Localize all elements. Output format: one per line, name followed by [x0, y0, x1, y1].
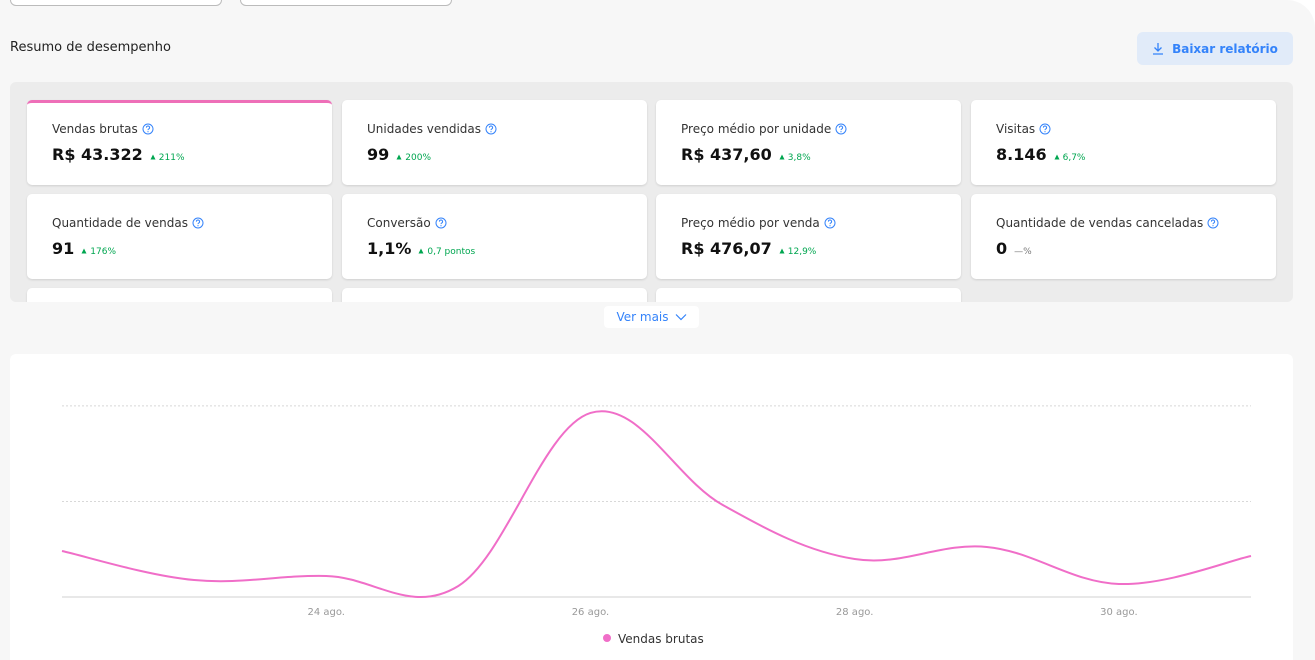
metric-value-row: 99 200%	[367, 145, 431, 164]
metric-card: Quantidade de vendas canceladas 0 —%	[971, 194, 1276, 279]
metric-delta: 211%	[150, 153, 185, 163]
series-line	[61, 410, 1252, 598]
x-tick-label: 28 ago.	[836, 607, 874, 618]
up-arrow	[396, 154, 402, 160]
metric-card: Unidades vendidas 99 200%	[342, 100, 647, 185]
metric-value-row: R$ 476,07 12,9%	[681, 239, 816, 258]
metric-delta: 3,8%	[779, 153, 811, 163]
metric-delta: 176%	[81, 247, 116, 257]
metric-label-row: Preço médio por venda	[681, 216, 836, 230]
metric-delta: 200%	[396, 153, 431, 163]
metric-label-row: Unidades vendidas	[367, 122, 497, 136]
metric-value-row: 91 176%	[52, 239, 116, 258]
help-icon[interactable]	[192, 217, 204, 229]
metric-label: Unidades vendidas	[367, 122, 482, 136]
up-arrow	[418, 248, 424, 254]
up-arrow	[779, 248, 785, 254]
button-label: Baixar relatório	[1172, 41, 1278, 56]
metric-label: Preço médio por unidade	[681, 122, 832, 136]
metric-value-row: R$ 43.322 211%	[52, 145, 185, 164]
metric-delta-text: 0,7 pontos	[427, 247, 476, 257]
help-icon[interactable]	[1207, 217, 1219, 229]
metric-delta-text: 176%	[90, 247, 116, 257]
up-arrow	[150, 154, 156, 160]
metric-card	[656, 288, 961, 302]
metric-label: Vendas brutas	[52, 122, 138, 136]
filter-button[interactable]	[240, 0, 452, 6]
legend-marker	[603, 634, 611, 642]
metric-card: Preço médio por venda R$ 476,07 12,9%	[656, 194, 961, 279]
metric-value: 0	[996, 239, 1008, 258]
more-button[interactable]: Ver mais	[604, 306, 699, 328]
metric-delta: 12,9%	[779, 247, 817, 257]
metric-card: Quantidade de vendas 91 176%	[27, 194, 332, 279]
metric-value: 8.146	[996, 145, 1047, 164]
up-arrow	[81, 248, 87, 254]
metric-label: Preço médio por venda	[681, 216, 820, 230]
metric-value: 91	[52, 239, 75, 258]
section-title: Resumo de desempenho	[10, 40, 171, 55]
metric-value: R$ 476,07	[681, 239, 772, 258]
metric-label-row: Conversão	[367, 216, 447, 230]
help-icon[interactable]	[1039, 123, 1051, 135]
metric-card: Preço médio por unidade R$ 437,60 3,8%	[656, 100, 961, 185]
chart: 24 ago. 26 ago. 28 ago. 30 ago. Vendas bruta…	[61, 405, 1252, 646]
metric-label: Visitas	[996, 122, 1036, 136]
metric-label: Quantidade de vendas canceladas	[996, 216, 1204, 230]
metric-delta: —%	[1014, 247, 1032, 257]
metric-card: Visitas 8.146 6,7%	[971, 100, 1276, 185]
metric-delta-text: 12,9%	[787, 247, 817, 257]
metric-label: Conversão	[367, 216, 431, 230]
metric-label-row: Vendas brutas	[52, 122, 154, 136]
download-icon	[1153, 43, 1164, 55]
metric-value: R$ 437,60	[681, 145, 772, 164]
metric-label-row: Visitas	[996, 122, 1051, 136]
metric-delta-text: 200%	[405, 153, 431, 163]
metric-delta: 6,7%	[1054, 153, 1086, 163]
metric-value: 1,1%	[367, 239, 412, 258]
metric-value: R$ 43.322	[52, 145, 143, 164]
metric-delta-text: —%	[1014, 247, 1032, 257]
metric-label-row: Preço médio por unidade	[681, 122, 847, 136]
metric-card	[342, 288, 647, 302]
metric-delta-text: 211%	[158, 153, 185, 163]
x-tick-label: 26 ago.	[572, 607, 610, 618]
metric-card: Conversão 1,1% 0,7 pontos	[342, 194, 647, 279]
button-label: Ver mais	[616, 310, 669, 324]
chart-panel: 24 ago. 26 ago. 28 ago. 30 ago. Vendas bruta…	[10, 354, 1293, 660]
metric-value-row: 8.146 6,7%	[996, 145, 1085, 164]
metric-card: Vendas brutas R$ 43.322 211%	[27, 100, 332, 185]
metric-label: Quantidade de vendas	[52, 216, 188, 230]
x-tick-label: 30 ago.	[1100, 607, 1138, 618]
help-icon[interactable]	[142, 123, 154, 135]
help-icon[interactable]	[485, 123, 497, 135]
help-icon[interactable]	[835, 123, 847, 135]
filter-button[interactable]	[10, 0, 222, 6]
up-arrow	[1054, 154, 1060, 160]
metric-label-row: Quantidade de vendas canceladas	[996, 216, 1219, 230]
metric-label-row: Quantidade de vendas	[52, 216, 204, 230]
download-button[interactable]: Baixar relatório	[1137, 32, 1293, 65]
metric-delta: 0,7 pontos	[418, 247, 475, 257]
help-icon[interactable]	[435, 217, 447, 229]
metric-delta-text: 3,8%	[787, 153, 811, 163]
up-arrow	[779, 154, 785, 160]
x-tick-label: 24 ago.	[307, 607, 345, 618]
metric-delta-text: 6,7%	[1062, 153, 1086, 163]
metric-value: 99	[367, 145, 390, 164]
metric-value-row: 1,1% 0,7 pontos	[367, 239, 475, 258]
metric-value-row: 0 —%	[996, 239, 1032, 258]
help-icon[interactable]	[824, 217, 836, 229]
chevron-icon	[675, 314, 686, 321]
metrics-panel: Vendas brutas R$ 43.322 211% Unidades vendi…	[10, 82, 1293, 302]
legend-label: Vendas brutas	[618, 632, 704, 646]
metric-card	[27, 288, 332, 302]
metric-value-row: R$ 437,60 3,8%	[681, 145, 811, 164]
